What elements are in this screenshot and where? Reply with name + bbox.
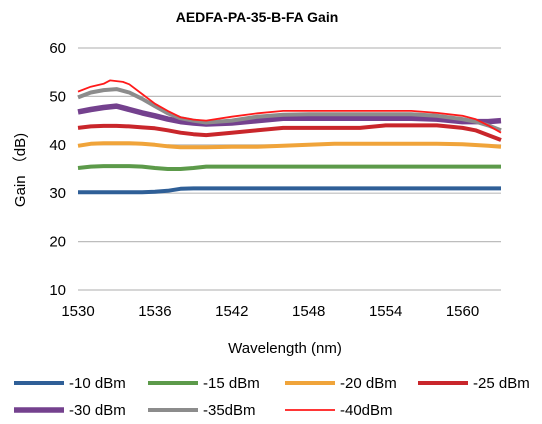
y-axis-ticks: 60 50 40 30 20 10	[49, 40, 66, 299]
y-tick-label: 50	[49, 88, 66, 105]
legend-label: -20 dBm	[340, 375, 397, 392]
series-lines	[77, 79, 502, 195]
y-tick-label: 20	[49, 234, 66, 251]
legend-label: -15 dBm	[203, 375, 260, 392]
series-line-4	[77, 123, 502, 142]
legend-label: -40dBm	[340, 402, 393, 419]
y-tick-label: 60	[49, 40, 66, 57]
chart-title: AEDFA-PA-35-B-FA Gain	[176, 9, 339, 25]
legend-label: -35dBm	[203, 402, 256, 419]
x-tick-label: 1536	[138, 303, 171, 320]
series-line-6	[77, 87, 502, 133]
y-tick-label: 30	[49, 185, 66, 202]
series-line-2	[77, 164, 501, 171]
grid-lines	[78, 47, 501, 291]
series-line-1	[78, 186, 501, 195]
y-tick-label: 10	[49, 282, 66, 299]
legend-label: -10 dBm	[69, 375, 126, 392]
legend: -10 dBm -15 dBm -20 dBm -25 dBm -30 dBm -35dB…	[14, 375, 530, 419]
legend-label: -30 dBm	[69, 402, 126, 419]
legend-label: -25 dBm	[473, 375, 530, 392]
series-line-3	[77, 141, 502, 150]
x-tick-label: 1548	[292, 303, 325, 320]
series-line-7	[77, 79, 502, 134]
y-axis-label: Gain （dB)	[12, 133, 29, 207]
x-tick-label: 1554	[369, 303, 402, 320]
x-axis-ticks: 1530 1536 1542 1548 1554 1560	[61, 303, 479, 320]
x-axis-label: Wavelength (nm)	[228, 340, 342, 357]
x-tick-label: 1560	[446, 303, 479, 320]
series-line-5	[77, 103, 502, 127]
x-tick-label: 1530	[61, 303, 94, 320]
x-tick-label: 1542	[215, 303, 248, 320]
y-tick-label: 40	[49, 137, 66, 154]
